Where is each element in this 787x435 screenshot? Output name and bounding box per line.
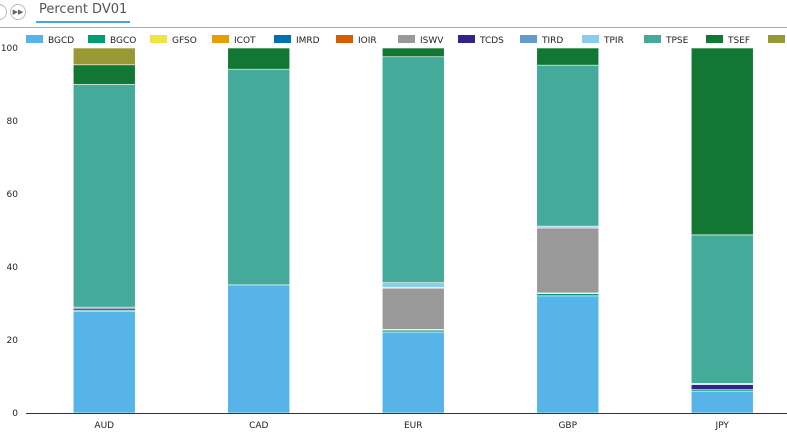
bar-segment-jpy-tpse bbox=[690, 234, 754, 384]
x-tick-label: JPY bbox=[715, 421, 730, 431]
y-tick-label: 20 bbox=[7, 336, 19, 346]
legend-item: TCDS bbox=[458, 35, 504, 46]
y-tick-label: 80 bbox=[7, 117, 19, 127]
legend-label: TCDS bbox=[479, 36, 504, 46]
bar-segment-eur-tpse bbox=[381, 56, 445, 283]
bar-segment-eur-bgcd bbox=[381, 331, 445, 414]
legend-label: TPSE bbox=[665, 36, 689, 46]
legend-swatch bbox=[644, 35, 661, 43]
bar-segment-aud-tsig bbox=[72, 47, 136, 66]
legend-label: GFSO bbox=[172, 36, 197, 46]
legend-swatch bbox=[458, 35, 475, 43]
bar-segment-gbp-tsef bbox=[536, 47, 600, 66]
bar-segment-jpy-bgcd bbox=[690, 390, 754, 414]
bar-segment-eur-tsef bbox=[381, 47, 445, 58]
legend-label: TSEF bbox=[727, 36, 750, 46]
bar-segment-aud-bgcd bbox=[72, 310, 136, 414]
tab-bar: ▶▶ Percent DV01 bbox=[0, 0, 787, 28]
legend-item: TPIR bbox=[582, 35, 624, 46]
legend-swatch bbox=[768, 35, 785, 43]
legend-item: GFSO bbox=[150, 35, 197, 46]
legend-item: TSEF bbox=[706, 35, 750, 46]
y-tick-label: 60 bbox=[7, 190, 19, 200]
x-tick-label: GBP bbox=[558, 421, 577, 431]
bar-segment-eur-iswv bbox=[381, 287, 445, 330]
fast-forward-icon[interactable]: ▶▶ bbox=[10, 4, 26, 20]
bar-segment-gbp-iswv bbox=[536, 227, 600, 294]
y-tick-label: 0 bbox=[12, 409, 18, 419]
legend-item: ISWV bbox=[398, 35, 444, 46]
legend-item: TPSE bbox=[644, 35, 689, 46]
bar-segment-jpy-tsef bbox=[690, 47, 754, 236]
legend-item: ICOT bbox=[212, 35, 256, 46]
legend-label: ICOT bbox=[234, 36, 256, 46]
bar-segment-cad-tsef bbox=[227, 47, 291, 70]
legend-label: IMRD bbox=[296, 36, 320, 46]
legend-label: ISWV bbox=[420, 36, 444, 46]
legend-item: TIRD bbox=[520, 35, 563, 46]
legend-label: BGCO bbox=[110, 36, 136, 46]
tab-percent-dv01[interactable]: Percent DV01 bbox=[36, 2, 131, 23]
legend-item: BGCD bbox=[26, 35, 74, 46]
legend-swatch bbox=[150, 35, 167, 43]
bar-segment-cad-bgcd bbox=[227, 284, 291, 414]
x-tick-label: EUR bbox=[404, 421, 423, 431]
legend-label: IOIR bbox=[358, 36, 377, 46]
legend-swatch bbox=[88, 35, 105, 43]
legend-label: TPIR bbox=[603, 36, 624, 46]
y-tick-label: 40 bbox=[7, 263, 19, 273]
bar-segment-eur-tpir bbox=[381, 282, 445, 288]
legend-item: IOIR bbox=[336, 35, 377, 46]
legend-label: TIRD bbox=[541, 36, 563, 46]
legend-swatch bbox=[582, 35, 599, 43]
bar-segment-gbp-bgco bbox=[536, 293, 600, 297]
bar-segment-aud-tpse bbox=[72, 84, 136, 308]
legend-swatch bbox=[274, 35, 291, 43]
x-tick-label: AUD bbox=[94, 421, 114, 431]
legend-item: BGCO bbox=[88, 35, 136, 46]
bar-segment-gbp-bgcd bbox=[536, 295, 600, 414]
legend-swatch bbox=[520, 35, 537, 43]
legend-swatch bbox=[706, 35, 723, 43]
legend-item: TSIG bbox=[768, 35, 785, 43]
x-tick-label: CAD bbox=[249, 421, 268, 431]
bar-segment-gbp-tpse bbox=[536, 64, 600, 227]
legend-swatch bbox=[212, 35, 229, 43]
bar-segment-jpy-tcds bbox=[690, 384, 754, 390]
bar-segment-cad-tpse bbox=[227, 68, 291, 286]
legend-label: BGCD bbox=[48, 36, 74, 46]
legend-swatch bbox=[336, 35, 353, 43]
legend-swatch bbox=[398, 35, 415, 43]
legend-item: IMRD bbox=[274, 35, 320, 46]
bar-segment-aud-tsef bbox=[72, 64, 136, 85]
y-tick-label: 100 bbox=[1, 44, 18, 54]
legend-swatch bbox=[26, 35, 43, 43]
